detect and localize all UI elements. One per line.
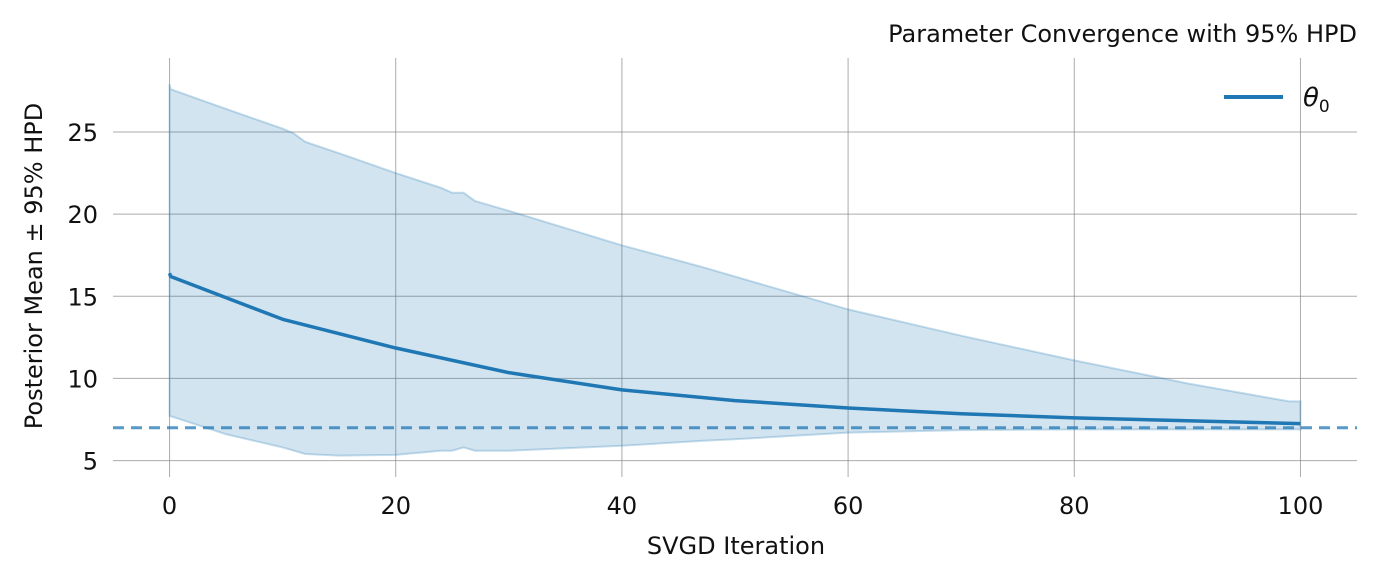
chart-title: Parameter Convergence with 95% HPD xyxy=(888,20,1357,48)
hpd-band-group xyxy=(168,84,1302,457)
y-tick-label: 20 xyxy=(67,201,98,229)
x-tick-label: 40 xyxy=(607,492,638,520)
y-tick-label: 25 xyxy=(67,119,98,147)
x-tick-label: 0 xyxy=(162,492,177,520)
mean-line-theta0 xyxy=(167,272,1301,426)
x-tick-label: 100 xyxy=(1278,492,1324,520)
x-tick-label: 80 xyxy=(1059,492,1090,520)
lines-group xyxy=(113,272,1357,430)
y-tick-label: 5 xyxy=(83,448,98,476)
y-axis-label: Posterior Mean ± 95% HPD xyxy=(20,103,48,429)
legend: θ0 xyxy=(1224,83,1330,117)
y-tick-label: 10 xyxy=(67,365,98,393)
x-tick-label: 20 xyxy=(380,492,411,520)
tick-labels: 0 20 40 60 80 100 5 10 15 20 25 xyxy=(67,119,1323,520)
hpd-band xyxy=(168,84,1302,457)
y-tick-label: 15 xyxy=(67,283,98,311)
x-tick-label: 60 xyxy=(833,492,864,520)
grid xyxy=(113,58,1357,477)
legend-label-theta0: θ0 xyxy=(1303,83,1330,117)
x-axis-label: SVGD Iteration xyxy=(647,532,825,560)
